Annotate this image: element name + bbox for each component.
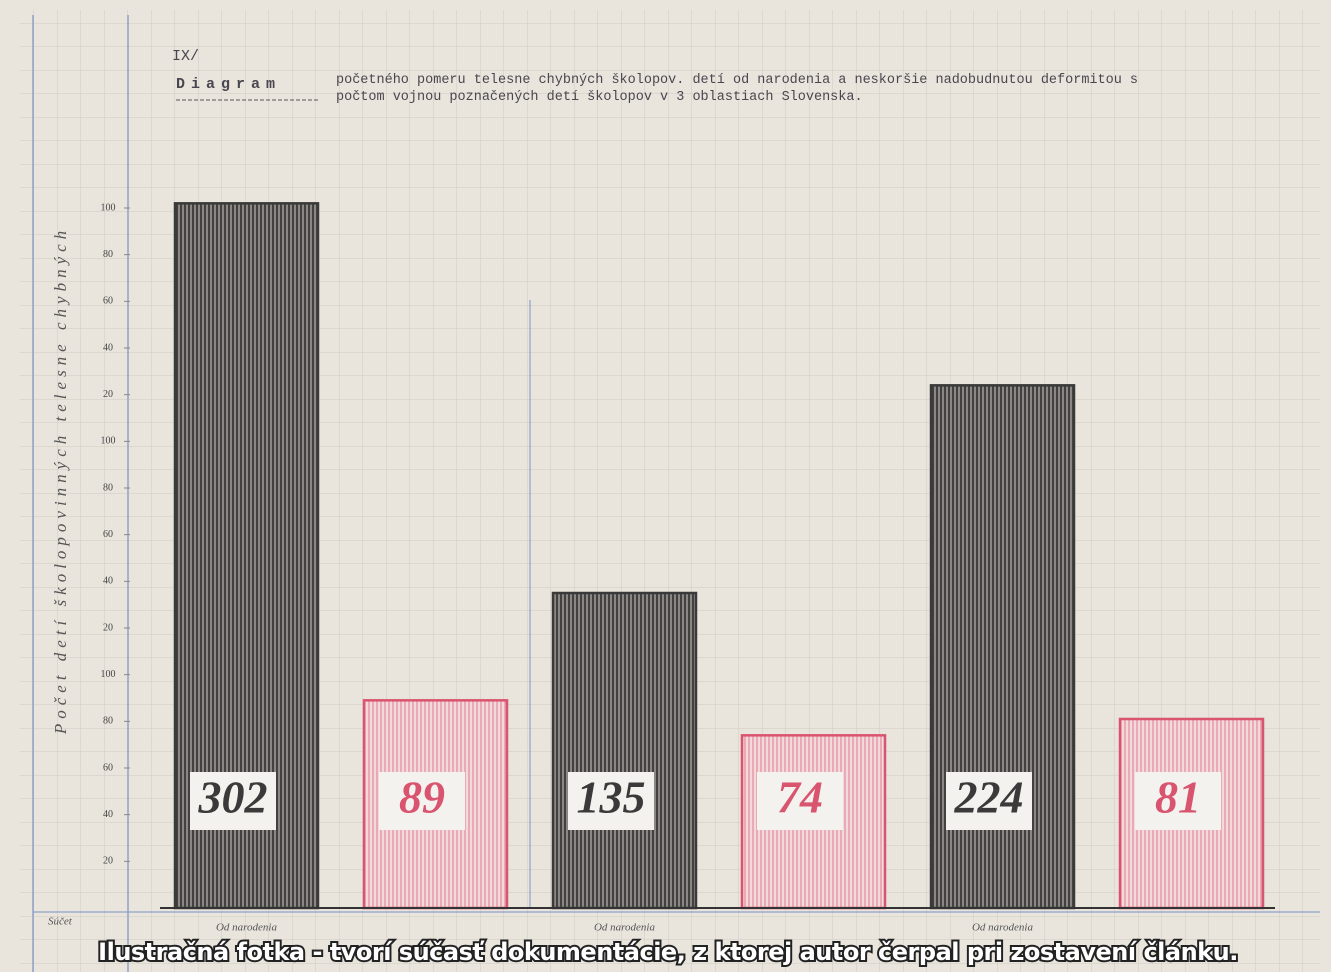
value-label: 224: [954, 772, 1024, 823]
value-label: 89: [399, 772, 445, 823]
y-tick-label: 60: [103, 529, 113, 540]
y-tick-label: 100: [101, 202, 116, 213]
chart-subtitle: početného pomeru telesne chybných školop…: [336, 72, 1176, 106]
value-label: 81: [1155, 772, 1201, 823]
chart: IX/ Diagram početného pomeru telesne chy…: [0, 0, 1331, 972]
corner-label: Súčet: [48, 916, 73, 928]
y-tick-label: 40: [103, 576, 113, 587]
y-tick-label: 80: [103, 716, 113, 727]
y-axis-label: Počet detí školopovinných telesne chybný…: [51, 226, 70, 735]
caption: Ilustračná fotka - tvorí súčasť dokument…: [98, 938, 1238, 966]
y-tick-label: 40: [103, 342, 113, 353]
y-tick-label: 20: [103, 389, 113, 400]
y-tick-label: 20: [103, 856, 113, 867]
y-tick-label: 100: [101, 436, 116, 447]
x-tick-label: Od narodenia: [972, 922, 1034, 934]
y-tick-label: 60: [103, 762, 113, 773]
chart-number: IX/: [172, 48, 199, 65]
x-tick-label: Od narodenia: [216, 922, 278, 934]
y-tick-label: 100: [101, 669, 116, 680]
y-tick-label: 20: [103, 622, 113, 633]
x-tick-label: Od narodenia: [594, 922, 656, 934]
subtitle-box: početného pomeru telesne chybných školop…: [336, 72, 1176, 122]
y-tick-label: 60: [103, 296, 113, 307]
chart-title: Diagram: [176, 76, 281, 93]
y-tick-label: 80: [103, 249, 113, 260]
value-label: 74: [777, 772, 823, 823]
value-label: 135: [577, 772, 646, 823]
value-label: 302: [198, 772, 268, 823]
bar: [553, 593, 696, 908]
y-tick-label: 40: [103, 809, 113, 820]
y-tick-label: 80: [103, 482, 113, 493]
